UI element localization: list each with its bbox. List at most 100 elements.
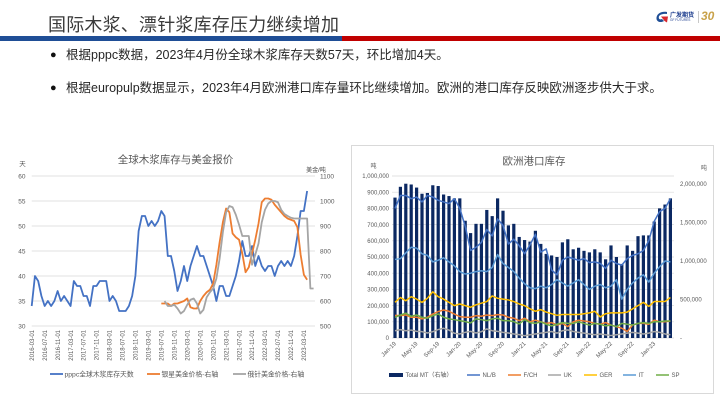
y-tick-label-right: 600 [320, 298, 331, 305]
page-title: 国际木浆、漂针浆库存压力继续增加 [48, 15, 340, 35]
series-line-1 [161, 197, 308, 310]
bar [652, 221, 656, 338]
legend-label: SP [672, 373, 680, 379]
series-line-uk [394, 327, 671, 337]
y-tick-label-left: 700,000 [367, 223, 389, 229]
bar [447, 196, 451, 338]
bar [604, 259, 608, 338]
x-tick-label: Jan-22 [575, 341, 593, 359]
bar [469, 233, 473, 338]
x-tick-label: 2023-03-01 [302, 329, 308, 360]
bullet-icon: ● [50, 82, 57, 94]
y-tick-label-left: 40 [18, 273, 26, 280]
bar [550, 255, 554, 338]
y-tick-label-left: 100,000 [367, 320, 389, 326]
bar [415, 187, 419, 338]
x-tick-label: 2017-03-01 [69, 329, 75, 360]
bar [479, 223, 483, 338]
y-tick-label-right: 700 [320, 273, 331, 280]
bullet-text: 根据pppc数据，2023年4月份全球木浆库存天数57天，环比增加4天。 [66, 48, 449, 62]
bar [647, 235, 651, 338]
bar [501, 210, 505, 338]
legend-label: UK [564, 373, 572, 379]
bar [436, 186, 440, 338]
y-tick-label-left: 800,000 [367, 207, 389, 213]
x-tick-label: Sep-22 [618, 341, 636, 359]
bar [533, 230, 537, 338]
bar [409, 184, 413, 338]
x-tick-label: Jan-23 [640, 341, 658, 359]
y-tick-label-right: 1000 [320, 198, 335, 205]
y-tick-label-left: 60 [18, 173, 26, 180]
x-tick-label: 2017-11-01 [95, 329, 101, 360]
series-line-2 [163, 200, 314, 315]
x-tick-label: Sep-21 [553, 341, 571, 359]
logo-name: 广发期货 [670, 13, 695, 19]
bar [631, 250, 635, 338]
bar [658, 208, 662, 338]
x-tick-label: 2017-07-01 [82, 329, 88, 360]
y-tick-label-right: 900 [320, 223, 331, 230]
y-tick-label-left: 400,000 [367, 271, 389, 277]
bullet-text: 根据europulp数据显示，2023年4月欧洲港口库存量环比继续增加。欧洲的港… [66, 81, 662, 95]
bar [593, 249, 597, 338]
bar [587, 252, 591, 338]
x-tick-label: May-22 [596, 341, 615, 360]
bar [663, 204, 667, 338]
x-tick-label: 2016-07-01 [43, 329, 49, 360]
bar [425, 192, 429, 338]
company-logo: 广发期货 GF FUTURES 30 [655, 9, 719, 27]
x-tick-label: 2019-11-01 [172, 329, 178, 360]
bar [641, 235, 645, 338]
bar [512, 223, 516, 338]
bar [490, 216, 494, 338]
x-tick-label: 2020-03-01 [185, 329, 191, 360]
y-tick-label-left: 600,000 [367, 239, 389, 245]
bar [463, 220, 467, 338]
bar [598, 252, 602, 338]
legend-swatch [389, 373, 403, 377]
logo-icon [656, 11, 668, 23]
header-divider-red [342, 36, 720, 41]
bar [582, 250, 586, 338]
legend-label: 银星美金价格-右轴 [162, 370, 219, 379]
bar [523, 240, 527, 338]
bar [571, 249, 575, 338]
chart-pulp-inventory-price: 全球木浆库存与美金报价天美金/吨 60 55 50 45 40 35 30 1100 1000 90… [0, 140, 345, 400]
bar [517, 236, 521, 338]
x-tick-label: 2016-03-01 [30, 329, 36, 360]
series-line-ger [394, 291, 671, 318]
legend-label: GER [600, 373, 614, 379]
bar [528, 241, 532, 338]
bar [577, 247, 581, 338]
bar [539, 243, 543, 338]
y-tick-label-left: 35 [18, 298, 26, 305]
chart-title: 全球木浆库存与美金报价 [118, 153, 234, 166]
legend-label: NL/B [483, 373, 496, 379]
bar [625, 245, 629, 338]
y-axis-left-unit: 吨 [370, 162, 376, 170]
x-tick-label: Sep-19 [423, 341, 441, 359]
x-tick-label: Jan-20 [445, 341, 463, 359]
x-tick-label: 2019-03-01 [147, 329, 153, 360]
y-tick-label-left: 300,000 [367, 288, 389, 294]
x-tick-label: 2018-11-01 [134, 329, 140, 360]
bar [668, 198, 672, 338]
bar [398, 186, 402, 338]
y-tick-label-left: 30 [18, 323, 26, 330]
legend-label: Total MT（右轴） [406, 371, 453, 379]
x-tick-label: 2022-11-01 [289, 329, 295, 360]
x-tick-label: 2021-03-01 [224, 329, 230, 360]
y-tick-label-right: 1,500,000 [680, 220, 707, 226]
y-tick-label-right: 500,000 [680, 298, 702, 304]
series-line-nlb [394, 194, 672, 276]
logo-divider [698, 11, 699, 23]
logo-anniversary-badge: 30 [701, 9, 715, 23]
legend-label: IT [639, 373, 645, 379]
y-tick-label-left: 200,000 [367, 304, 389, 310]
legend-label: 俄针美金价格-右轴 [248, 370, 305, 379]
bar [620, 263, 624, 338]
series-line-0 [30, 190, 309, 312]
x-tick-label: May-20 [466, 341, 485, 360]
y-tick-label-right: 1100 [320, 173, 334, 180]
